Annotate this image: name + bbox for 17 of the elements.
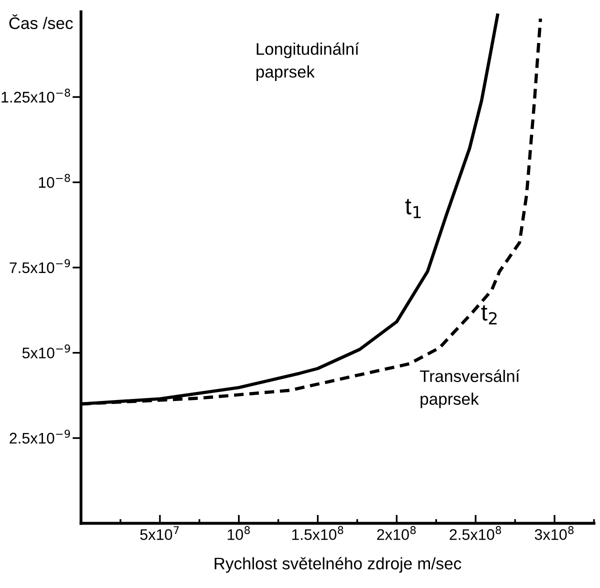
y-tick-label: 2.5x10$^{−9}$: [10, 430, 70, 444]
series-label: t$_{1}$: [405, 198, 421, 218]
x-tick-label: 2.5x10$^{8}$: [450, 526, 502, 540]
x-tick-label: 10$^{8}$: [228, 526, 250, 540]
y-tick-label: 5x10$^{−9}$: [22, 344, 70, 358]
y-axis-title: Čas /sec: [9, 14, 73, 30]
x-tick-label: 2x10$^{8}$: [377, 526, 416, 540]
x-axis-title: Rychlost světelného zdroje m/sec: [214, 557, 462, 573]
x-tick-label: 1.5x10$^{8}$: [292, 526, 344, 540]
annotation: Longitudinální paprsek: [256, 42, 360, 81]
x-tick-label: 5x10$^{7}$: [140, 526, 179, 540]
x-tick-label: 3x10$^{8}$: [534, 526, 574, 540]
y-tick-label: 1.25x10$^{−8}$: [2, 88, 70, 103]
series-label: t$_{2}$: [481, 305, 497, 324]
y-tick-label: 10$^{−8}$: [38, 174, 70, 188]
y-tick-label: 7.5x10$^{−9}$: [10, 259, 70, 274]
annotation: Transversální paprsek: [420, 370, 520, 408]
